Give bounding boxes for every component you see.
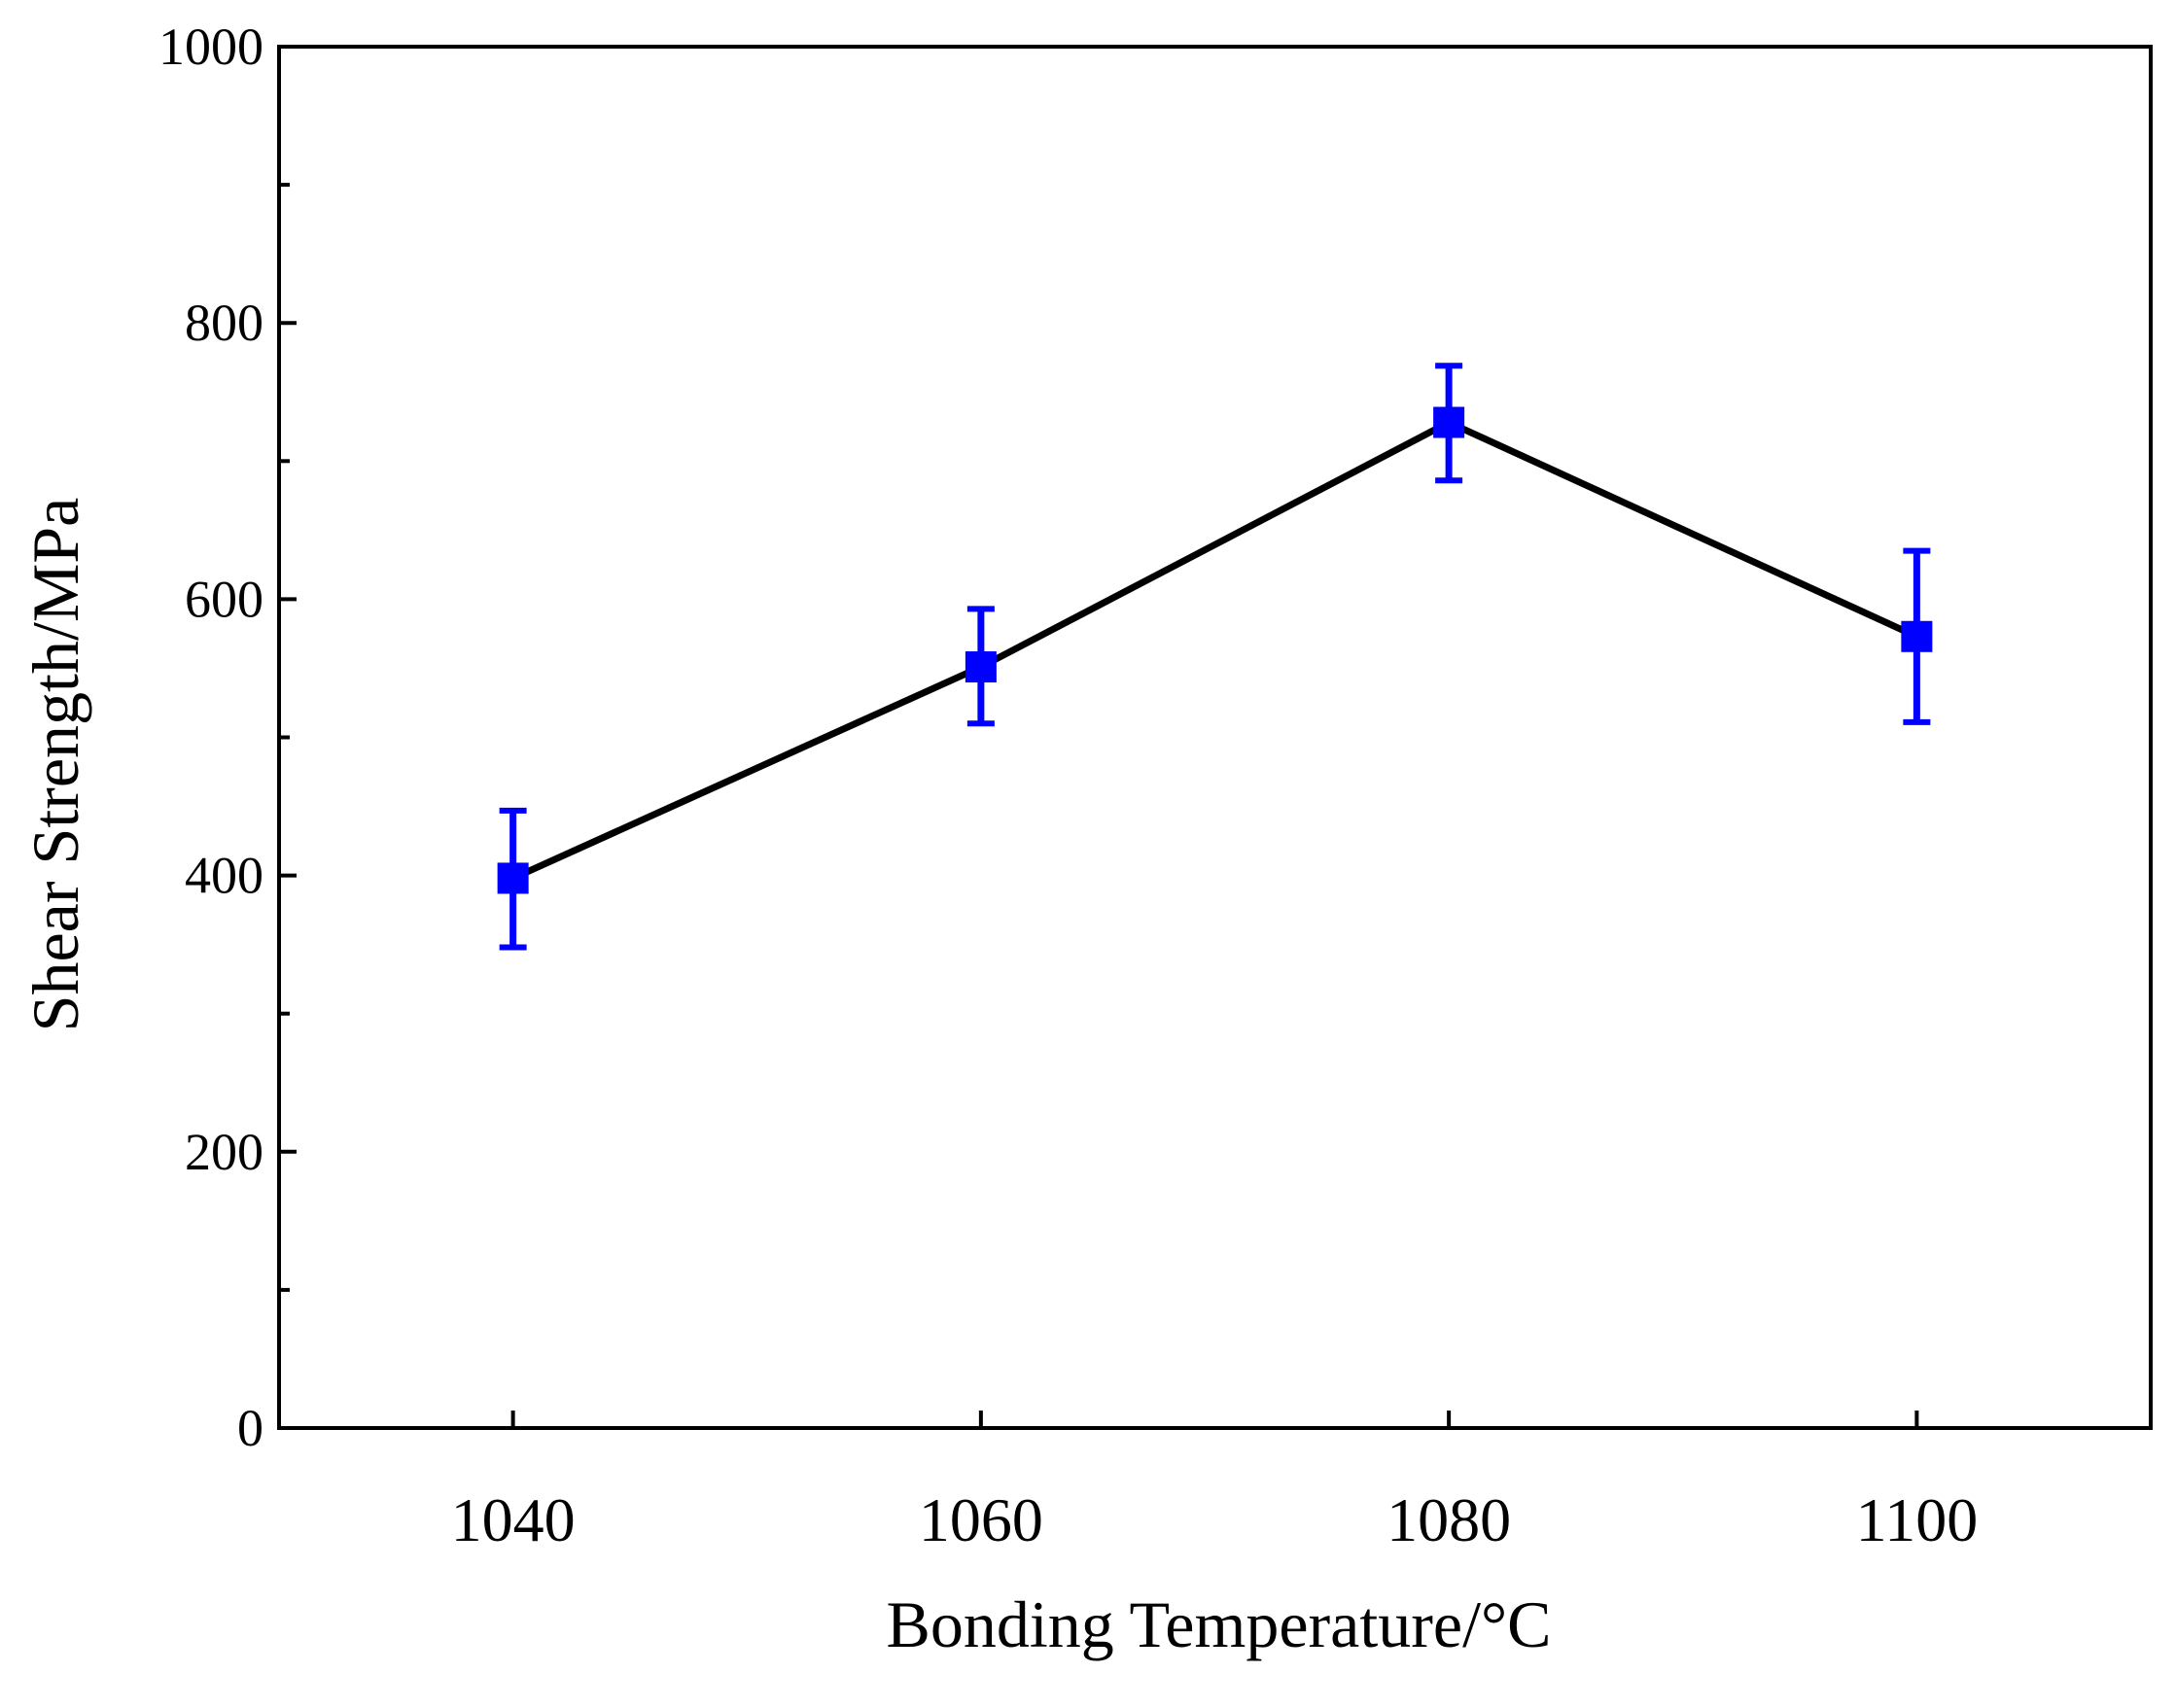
y-tick-label: 1000 [158, 17, 263, 76]
data-point-marker [1901, 620, 1933, 652]
data-point-marker [1433, 406, 1465, 438]
y-tick-label: 0 [237, 1399, 263, 1457]
data-point-marker [965, 651, 997, 683]
y-tick-label: 200 [185, 1123, 263, 1181]
y-tick-label: 600 [185, 570, 263, 628]
y-axis-title: Shear Strength/MPa [18, 498, 92, 1032]
axis-text: Bonding Temperature/°C Shear Strength/MP… [18, 17, 1978, 1661]
x-tick-label: 1040 [451, 1485, 576, 1554]
x-tick-label: 1060 [919, 1485, 1043, 1554]
data-point-marker [497, 862, 529, 894]
x-tick-label: 1080 [1386, 1485, 1511, 1554]
axes [277, 45, 2153, 1430]
x-axis-title: Bonding Temperature/°C [886, 1587, 1551, 1661]
series-line [511, 419, 1918, 882]
y-tick-label: 800 [185, 294, 263, 352]
x-tick-label: 1100 [1856, 1485, 1979, 1554]
y-tick-label: 400 [185, 847, 263, 905]
plot-data [497, 363, 1933, 951]
